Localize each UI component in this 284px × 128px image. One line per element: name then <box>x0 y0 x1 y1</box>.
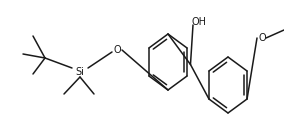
Text: OH: OH <box>191 17 206 27</box>
Text: O: O <box>258 33 266 43</box>
Text: Si: Si <box>76 67 84 77</box>
Text: O: O <box>113 45 121 55</box>
